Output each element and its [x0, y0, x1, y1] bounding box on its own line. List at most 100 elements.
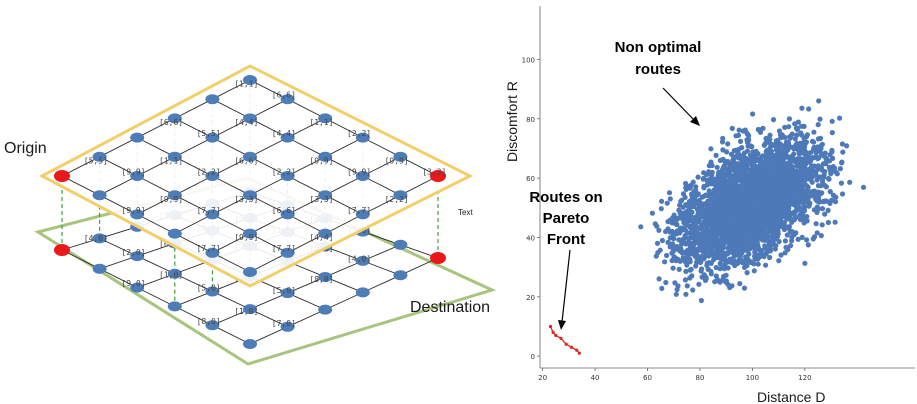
upper-layer-edge-label: [9,9] [309, 156, 333, 165]
blue-point [711, 206, 717, 212]
blue-point [702, 201, 708, 207]
blue-point [657, 247, 663, 253]
lower-layer-edge-label: [1,0] [159, 271, 183, 280]
blue-point [737, 183, 743, 189]
upper-layer-node [243, 113, 257, 124]
upper-layer-node [243, 190, 257, 201]
x-tick-label: 100 [746, 374, 759, 382]
blue-point [728, 244, 734, 250]
blue-point [744, 270, 750, 276]
blue-point [726, 230, 732, 236]
blue-point [775, 215, 781, 221]
blue-point [683, 202, 689, 208]
upper-layer-edge [174, 213, 213, 235]
upper-layer-edge [174, 175, 213, 196]
blue-point [766, 218, 773, 224]
blue-point [727, 190, 733, 196]
upper-layer-node [355, 132, 370, 143]
blue-point [790, 190, 796, 196]
blue-point [825, 219, 832, 226]
blue-point [722, 279, 729, 285]
blue-point [725, 234, 731, 240]
lower-layer-edge [137, 255, 175, 275]
blue-point [750, 162, 757, 169]
blue-point [722, 165, 728, 171]
blue-point [721, 209, 727, 215]
blue-point [721, 178, 727, 185]
blue-point [680, 225, 686, 231]
upper-layer-node [243, 151, 257, 162]
lower-layer-edge [362, 260, 401, 276]
blue-point [810, 236, 816, 242]
lower-layer-edge [362, 274, 401, 293]
blue-point [800, 183, 806, 189]
annotation-pareto-line3: Front [547, 231, 585, 248]
blue-point [824, 156, 830, 162]
blue-point [745, 229, 751, 235]
upper-layer-edge [174, 194, 213, 215]
upper-layer-edge [212, 79, 251, 100]
blue-point [754, 171, 760, 177]
blue-point [822, 211, 828, 217]
upper-layer-edge [99, 194, 138, 215]
blue-point [656, 276, 662, 282]
blue-point [793, 208, 799, 214]
upper-layer-edge-label: [9,9] [347, 167, 371, 176]
blue-point [706, 169, 712, 175]
blue-point [797, 140, 804, 146]
blue-point [814, 146, 820, 152]
blue-point [750, 197, 756, 203]
blue-point [715, 185, 721, 191]
red-pareto-series [548, 324, 581, 355]
upper-layer-edge-label: [1,1] [309, 118, 333, 127]
upper-layer-edge [136, 194, 176, 215]
blue-point [684, 183, 690, 189]
upper-layer-edge [249, 79, 288, 100]
blue-point [766, 156, 772, 162]
upper-layer-edge [287, 156, 326, 177]
blue-point [712, 194, 718, 200]
lower-layer-node [92, 263, 107, 274]
upper-layer-grid [54, 75, 446, 277]
x-tick-label: 120 [798, 374, 811, 382]
upper-layer-node [243, 75, 257, 85]
destination-label: Destination [410, 299, 490, 316]
blue-point [701, 185, 707, 191]
lower-layer-edge [212, 308, 251, 326]
blue-point [780, 158, 786, 164]
lower-layer-node [205, 286, 220, 297]
blue-point [700, 176, 706, 182]
blue-point [724, 194, 730, 200]
blue-point [719, 139, 726, 145]
blue-point [687, 267, 693, 273]
blue-point [810, 193, 816, 199]
lower-layer-node [280, 321, 295, 332]
blue-point [777, 174, 783, 180]
blue-point [745, 143, 751, 149]
upper-layer-node [167, 151, 182, 162]
blue-point [722, 188, 728, 194]
upper-layer-node [318, 190, 333, 201]
upper-layer-edge-label: [7,7] [272, 244, 296, 253]
lower-layer-node [167, 268, 182, 279]
blue-point [678, 237, 684, 243]
blue-point [652, 221, 658, 227]
blue-point [784, 173, 790, 179]
upper-layer-terminal-node [430, 170, 446, 182]
blue-point [701, 170, 707, 176]
upper-layer-edge-label: [6,6] [234, 156, 258, 165]
x-axis-label: Distance D [757, 389, 825, 404]
blue-point [744, 159, 750, 165]
blue-point [720, 174, 726, 180]
upper-layer-node [205, 94, 220, 105]
upper-layer-edge [287, 194, 326, 215]
upper-layer-edge-label: [3,3] [234, 195, 258, 204]
lower-layer-edge [212, 324, 251, 345]
blue-point [725, 141, 731, 147]
upper-layer-edge [174, 117, 213, 139]
blue-point [721, 215, 727, 221]
blue-point [725, 265, 731, 271]
blue-point [762, 215, 768, 221]
upper-layer-edge-label: [2,2] [385, 195, 409, 204]
blue-point [744, 241, 750, 247]
